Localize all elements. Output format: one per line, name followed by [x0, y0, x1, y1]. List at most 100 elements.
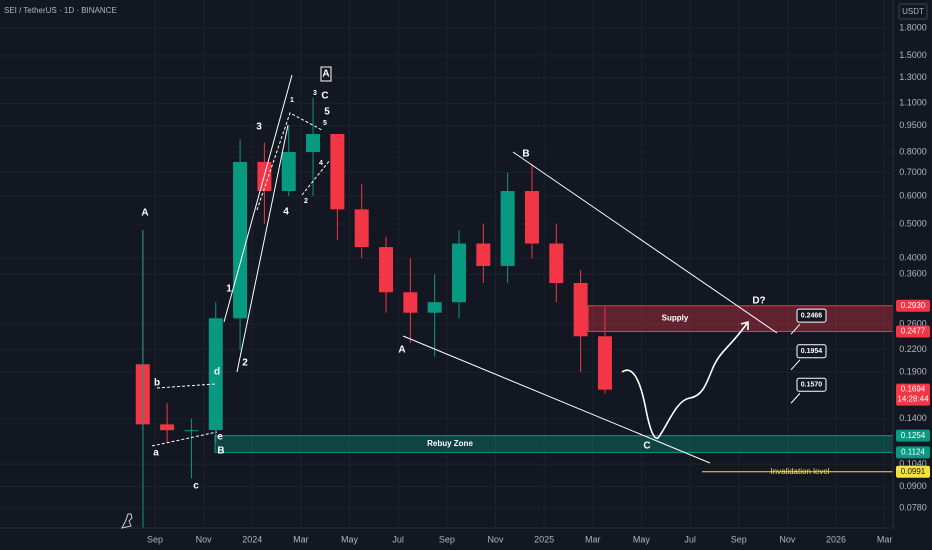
- x-tick-label: 2025: [534, 534, 554, 544]
- candle-body: [330, 134, 345, 210]
- wave-line: [151, 431, 218, 447]
- annotation: 4: [319, 160, 323, 167]
- x-tick-label: Mar: [585, 534, 601, 544]
- x-tick-label: Mar: [293, 534, 309, 544]
- y-tick-label: 0.8000: [899, 146, 927, 156]
- currency-label: USDT: [902, 7, 924, 16]
- annotation: 4: [283, 207, 289, 218]
- zone: [587, 305, 893, 332]
- annotation: 1: [290, 97, 294, 104]
- wedge-line: [512, 151, 778, 334]
- candle-body: [500, 191, 515, 266]
- price-tag-label: 0.1254: [901, 431, 926, 440]
- price-tag: [896, 465, 930, 478]
- price-tag-label: 0.1124: [901, 448, 925, 457]
- candle-body: [233, 161, 248, 319]
- y-tick-label: 0.3600: [899, 269, 927, 279]
- candle-body: [597, 336, 612, 390]
- y-tick-label: 0.0780: [899, 503, 927, 513]
- wedge-line: [402, 335, 711, 464]
- channel-line: [236, 124, 289, 373]
- target-box: [796, 377, 827, 392]
- candle-body: [573, 283, 588, 337]
- annotation: B: [217, 446, 224, 457]
- zone-label: Supply: [662, 314, 689, 323]
- target-box: [796, 308, 827, 323]
- annotation: a: [153, 448, 159, 459]
- symbol-header: SEI / TetherUS · 1D · BINANCE: [4, 6, 117, 15]
- x-tick-label: Nov: [779, 534, 796, 544]
- price-tag: [896, 299, 930, 312]
- target-arrow: [790, 359, 801, 371]
- y-tick-label: 1.5000: [899, 50, 927, 60]
- annotation: d: [214, 367, 220, 378]
- annotation: 2: [304, 198, 308, 205]
- target-arrow: [790, 392, 801, 404]
- x-tick-label: Sep: [147, 534, 163, 544]
- countdown: 14:28:44: [897, 395, 929, 404]
- x-tick-label: 2024: [242, 534, 262, 544]
- price-tag-label: 0.2477: [901, 327, 926, 336]
- price-tag: [896, 429, 930, 442]
- price-tag-label: 0.1694: [901, 385, 926, 394]
- price-tag: [896, 383, 930, 406]
- channel-line: [223, 74, 293, 323]
- projection-path: [621, 321, 749, 439]
- annotation: 2: [242, 358, 248, 369]
- y-tick-label: 0.4000: [899, 252, 927, 262]
- candle-body: [427, 302, 442, 313]
- logo: [121, 513, 133, 529]
- y-tick-label: 0.7000: [899, 167, 927, 177]
- y-tick-label: 0.0900: [899, 481, 927, 491]
- price-tag: [896, 446, 930, 459]
- x-tick-label: May: [341, 534, 359, 544]
- arrow-head: [740, 320, 749, 330]
- annotation: 3: [256, 122, 262, 133]
- candle-body: [160, 424, 175, 431]
- x-tick-label: Jul: [392, 534, 404, 544]
- annotation: 5: [323, 120, 327, 127]
- target-label: 0.1954: [801, 348, 823, 355]
- y-tick-label: 0.5000: [899, 218, 927, 228]
- target-box: [796, 344, 827, 359]
- candle-body: [524, 191, 539, 244]
- candle-body: [306, 134, 321, 153]
- annotation: 1: [226, 284, 232, 295]
- target-arrow: [790, 323, 801, 335]
- candle-body: [549, 243, 564, 283]
- zone: [214, 435, 893, 453]
- candle-body: [379, 247, 394, 293]
- y-tick-label: 0.1900: [899, 366, 927, 376]
- x-tick-label: May: [633, 534, 651, 544]
- y-tick-label: 0.1040: [899, 459, 927, 469]
- wave-line: [256, 112, 323, 211]
- annotation: 3: [313, 90, 317, 97]
- target-label: 0.2466: [801, 313, 823, 320]
- candle-body: [476, 243, 491, 266]
- y-tick-label: 0.6000: [899, 190, 927, 200]
- wave-line: [301, 159, 331, 196]
- x-tick-label: Sep: [731, 534, 747, 544]
- x-tick-label: 2026: [826, 534, 846, 544]
- x-tick-label: Sep: [439, 534, 455, 544]
- candle-body: [452, 243, 466, 303]
- currency-box: [898, 3, 928, 20]
- annotation: b: [154, 378, 160, 389]
- annotation: C: [321, 91, 328, 102]
- annotation: D?: [752, 296, 765, 307]
- candle-body: [208, 318, 223, 431]
- price-tag-label: 0.2930: [901, 301, 926, 310]
- drawings: [142, 74, 778, 528]
- y-tick-label: 0.2600: [899, 318, 927, 328]
- annotation: A: [322, 69, 329, 80]
- grid: [0, 0, 893, 528]
- candle-body: [281, 152, 296, 192]
- candle-body: [403, 292, 418, 313]
- x-tick-label: Nov: [487, 534, 504, 544]
- x-tick-label: Nov: [196, 534, 213, 544]
- annotation: A: [141, 208, 148, 219]
- zone-label: Rebuy Zone: [427, 439, 473, 448]
- annotation: 5: [324, 107, 330, 118]
